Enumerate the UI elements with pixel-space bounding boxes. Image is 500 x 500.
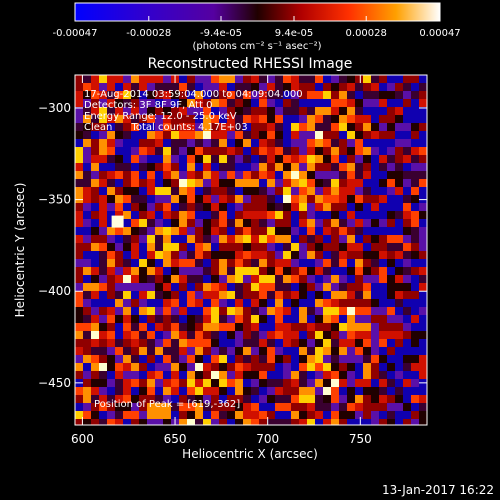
colorbar-tick-label: 0.00047 <box>419 28 460 39</box>
y-tick-label: −350 <box>38 193 71 207</box>
chart-title: Reconstructed RHESSI Image <box>148 56 353 72</box>
peak-position-label: Position of Peak = [619,-362] <box>94 399 240 410</box>
y-tick-label: −300 <box>38 101 71 115</box>
y-tick-label: −400 <box>38 284 71 298</box>
colorbar <box>75 3 440 21</box>
annotation-time-range: 17-Aug-2014 03:59:04.000 to 04:09:04.000 <box>84 89 303 100</box>
x-tick-label: 650 <box>164 432 187 446</box>
colorbar-tick-label: 0.00028 <box>346 28 387 39</box>
y-axis-label: Heliocentric Y (arcsec) <box>13 183 27 318</box>
annotation-block: 17-Aug-2014 03:59:04.000 to 04:09:04.000… <box>84 89 303 133</box>
heatmap-image <box>75 75 427 425</box>
colorbar-ticks: -0.00047 -0.00028 -9.4e-05 9.4e-05 0.00028 0.… <box>53 16 461 39</box>
plot-frame <box>74 74 428 426</box>
annotation-energy-range: Energy Range: 12.0 - 25.0 keV <box>84 111 237 122</box>
x-axis-label: Heliocentric X (arcsec) <box>182 447 318 461</box>
footer-timestamp: 13-Jan-2017 16:22 <box>382 483 494 497</box>
y-tick-label: −450 <box>38 376 71 390</box>
colorbar-tick-label: -0.00028 <box>126 28 171 39</box>
x-tick-label: 750 <box>349 432 372 446</box>
axis-ticks: 600 650 700 750 −300 −350 −400 −450 <box>38 75 427 446</box>
colorbar-unit-label: (photons cm⁻² s⁻¹ asec⁻²) <box>192 41 321 52</box>
x-tick-label: 600 <box>71 432 94 446</box>
annotation-method-counts: Clean Total counts: 4.17E+03 <box>84 122 248 133</box>
x-tick-label: 700 <box>256 432 279 446</box>
colorbar-frame <box>74 2 441 22</box>
colorbar-tick-label: -0.00047 <box>53 28 98 39</box>
colorbar-tick-label: 9.4e-05 <box>275 28 313 39</box>
colorbar-tick-label: -9.4e-05 <box>200 28 242 39</box>
peak-marker <box>111 215 124 228</box>
annotation-detectors: Detectors: 3F 8F 9F, Att 0 <box>84 100 212 111</box>
